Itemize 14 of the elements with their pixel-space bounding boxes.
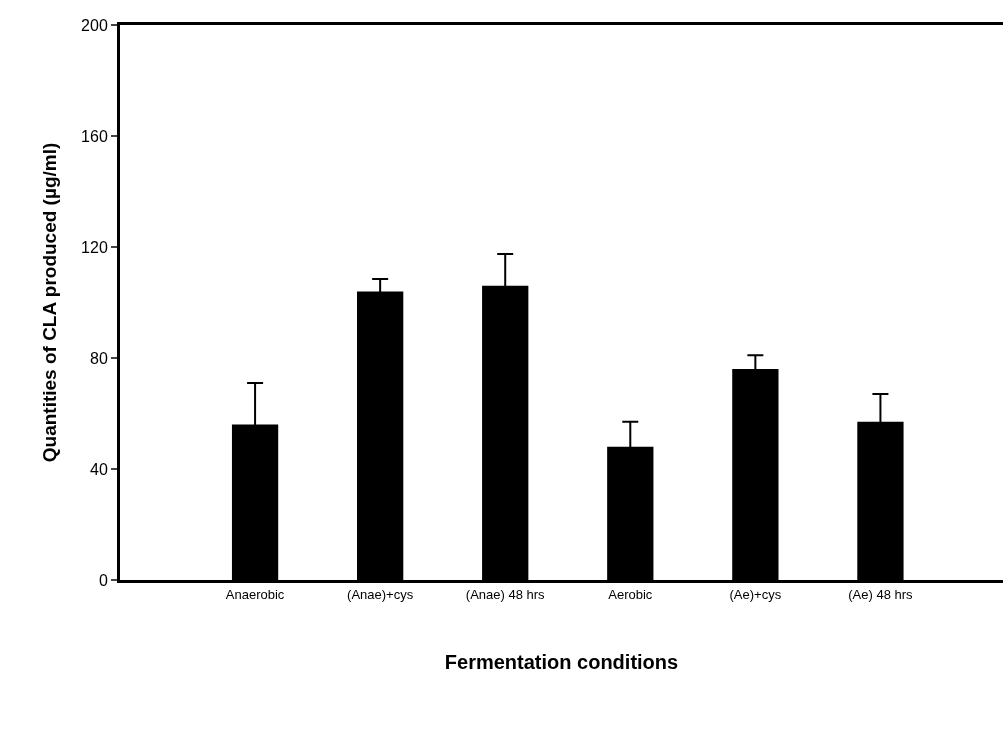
y-tick-label: 40: [90, 460, 108, 478]
y-tick-label: 200: [81, 16, 108, 34]
x-tick-label: Anaerobic: [225, 586, 285, 602]
y-tick-label: 120: [81, 238, 108, 256]
y-tick-label: 160: [81, 127, 108, 145]
x-axis-title: Fermentation conditions: [444, 651, 679, 674]
y-tick-label: 80: [90, 349, 108, 367]
x-tick-label: (Ae) 48 hrs: [848, 586, 914, 602]
y-axis-title: Quantities of CLA produced (µg/ml): [38, 142, 60, 463]
y-tick-label: 0: [98, 571, 108, 589]
x-tick-label: Aerobic: [608, 586, 653, 602]
x-tick-label: (Anae)+cys: [347, 586, 414, 602]
x-tick-label: (Ae)+cys: [729, 586, 782, 602]
x-tick-label: (Anae) 48 hrs: [465, 586, 546, 602]
